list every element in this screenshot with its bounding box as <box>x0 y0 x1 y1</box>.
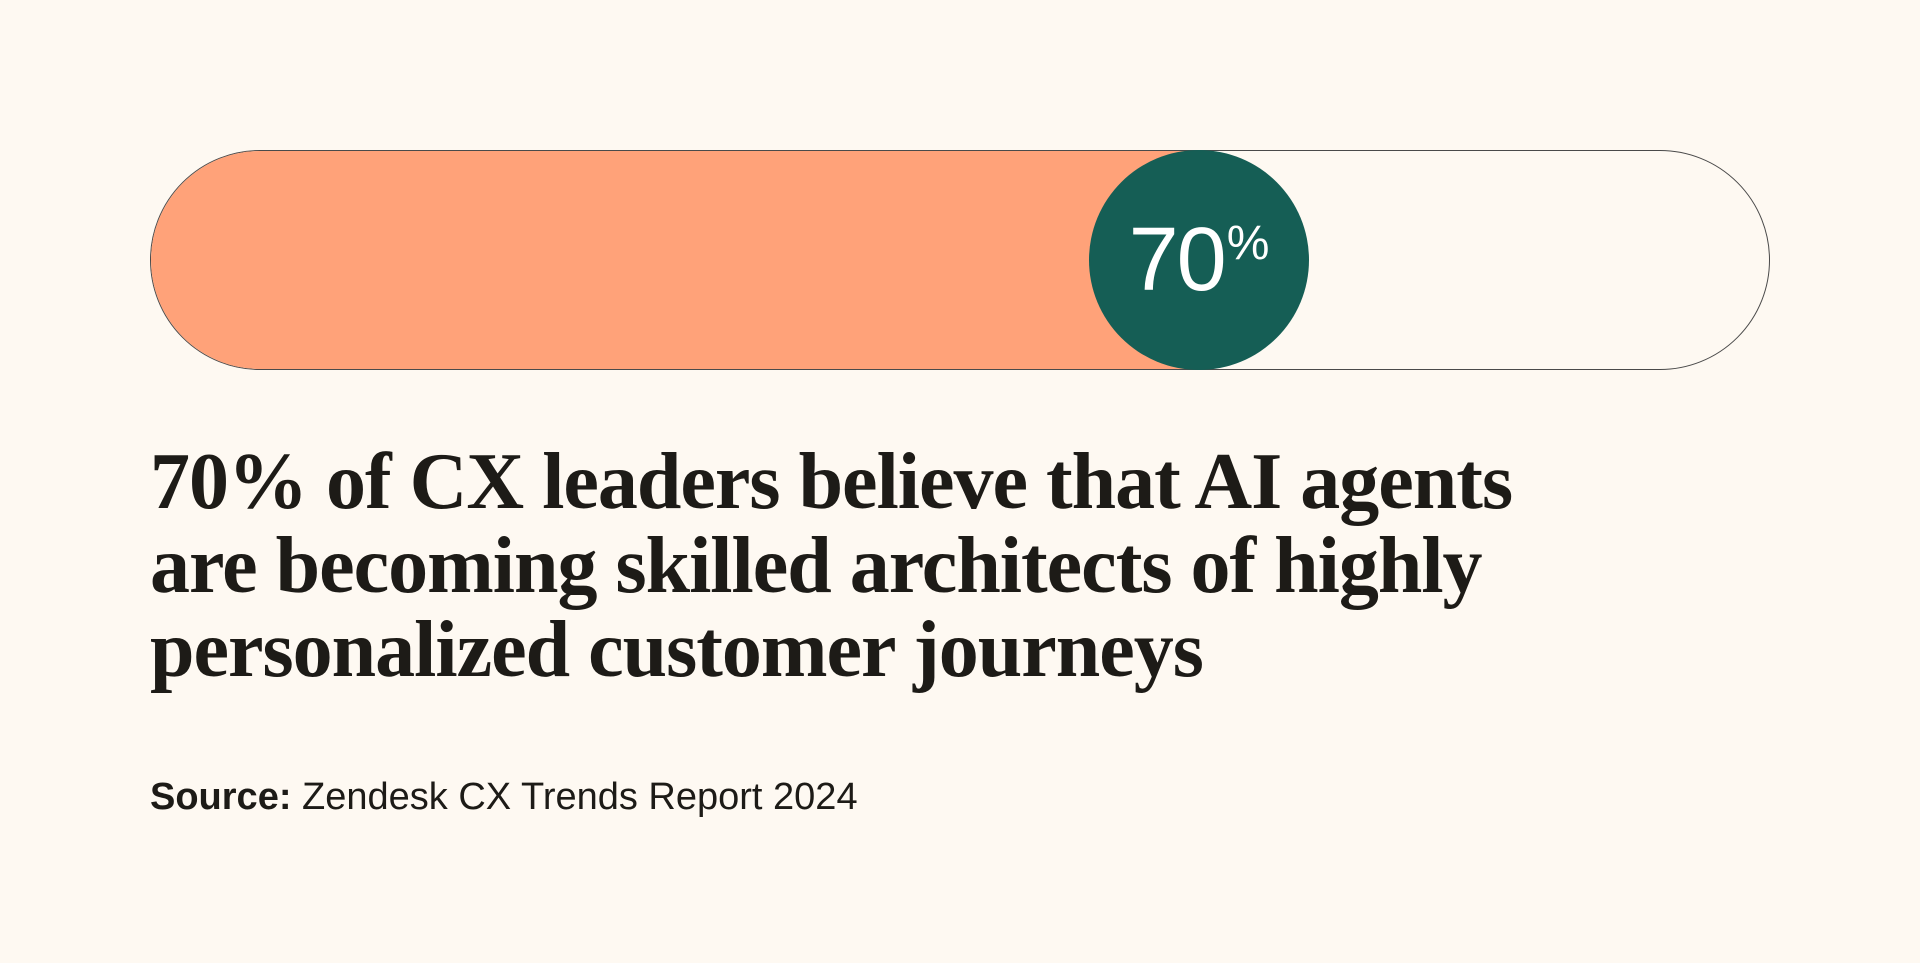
progress-value-badge: 70% <box>1089 150 1309 370</box>
progress-value-number: 70 <box>1128 210 1227 310</box>
progress-fill <box>151 151 1200 369</box>
headline-line-1: 70% of CX leaders believe that AI agents <box>150 438 1513 526</box>
headline: 70% of CX leaders believe that AI agents… <box>150 440 1650 692</box>
progress-value-unit: % <box>1226 217 1270 270</box>
headline-line-2: are becoming skilled architects of highl… <box>150 522 1483 610</box>
source-citation: Source: Zendesk CX Trends Report 2024 <box>150 775 858 819</box>
source-label: Source: <box>150 776 292 818</box>
source-text: Zendesk CX Trends Report 2024 <box>302 776 858 818</box>
headline-line-3: personalized customer journeys <box>150 606 1204 694</box>
progress-track <box>150 150 1770 370</box>
